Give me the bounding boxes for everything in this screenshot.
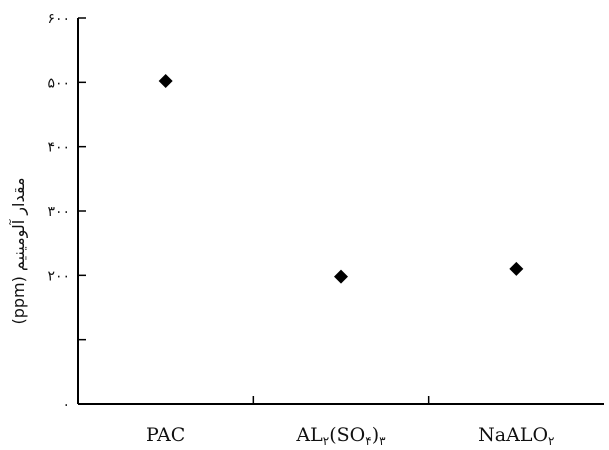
data-points	[158, 74, 524, 284]
y-tick-label: ۲۰۰	[47, 268, 70, 284]
y-tick-label: ۶۰۰	[47, 11, 70, 27]
x-category-label: AL۲(SO۴)۳	[295, 424, 386, 448]
y-tick-label: ۰	[62, 397, 70, 413]
data-point-diamond	[334, 269, 348, 284]
y-tick-label: ۳۰۰	[47, 204, 70, 220]
y-ticks: ۰ ۲۰۰ ۳۰۰ ۴۰۰ ۵۰۰ ۶۰۰	[47, 11, 86, 413]
data-point-diamond	[509, 261, 524, 276]
data-point-diamond	[158, 74, 173, 89]
x-category-label: NaALO۲	[478, 424, 554, 448]
y-tick-label: ۵۰۰	[47, 75, 70, 91]
x-category-label: PAC	[146, 424, 185, 446]
x-ticks: PAC AL۲(SO۴)۳ NaALO۲	[146, 396, 554, 448]
y-tick-label: ۴۰۰	[47, 140, 70, 156]
axes	[77, 18, 604, 405]
y-axis-label: مقدار آلومینیم (ppm)	[9, 177, 29, 324]
